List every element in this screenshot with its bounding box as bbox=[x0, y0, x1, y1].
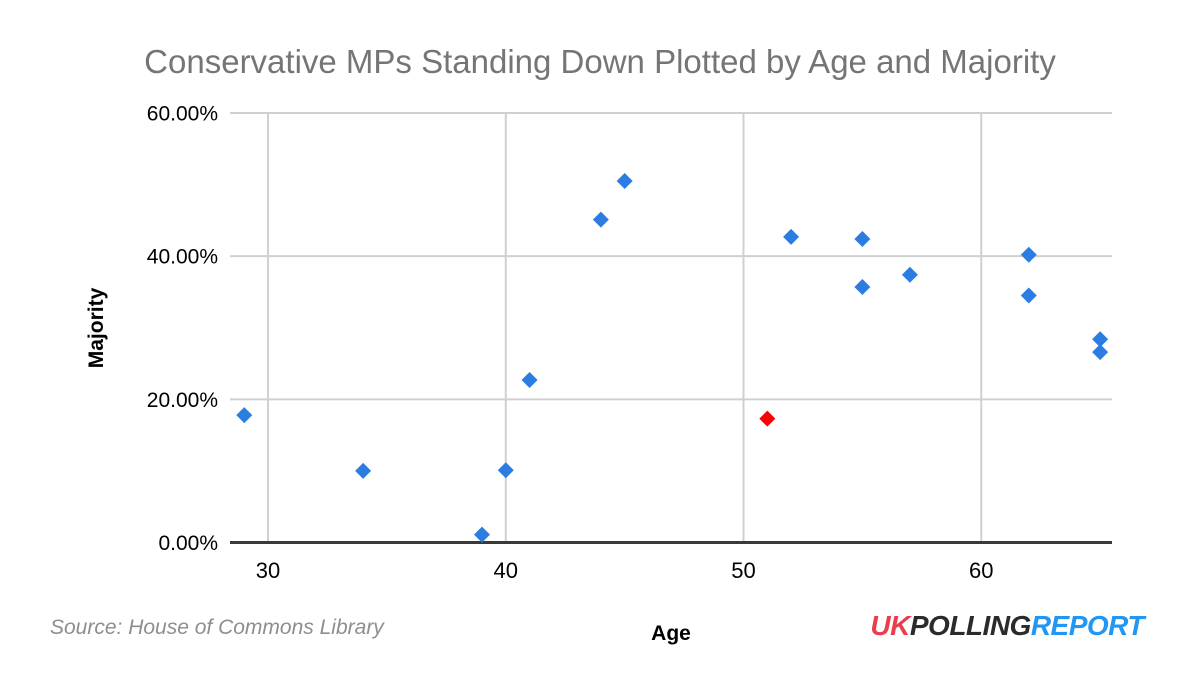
logo-uk-text: UK bbox=[870, 610, 910, 641]
data-point-mps-standing-down-blue bbox=[355, 462, 372, 479]
source-note: Source: House of Commons Library bbox=[50, 616, 384, 639]
data-point-mps-standing-down-blue bbox=[236, 407, 253, 424]
data-point-highlighted-mp-red bbox=[759, 410, 776, 427]
x-tick-label: 30 bbox=[256, 558, 280, 583]
data-point-mps-standing-down-blue bbox=[1020, 287, 1037, 304]
ukpollingreport-logo: UKPOLLINGREPORT bbox=[870, 610, 1144, 642]
y-axis-title: Majority bbox=[85, 287, 108, 368]
data-point-mps-standing-down-blue bbox=[497, 462, 514, 479]
data-point-mps-standing-down-blue bbox=[1092, 344, 1109, 361]
logo-polling-text: POLLING bbox=[909, 610, 1031, 641]
y-tick-label: 60.00% bbox=[147, 103, 218, 126]
data-point-mps-standing-down-blue bbox=[1020, 246, 1037, 263]
data-point-mps-standing-down-blue bbox=[901, 266, 918, 283]
data-point-mps-standing-down-blue bbox=[474, 526, 490, 543]
x-axis-title: Age bbox=[651, 622, 691, 645]
data-point-mps-standing-down-blue bbox=[783, 228, 800, 245]
y-tick-label: 20.00% bbox=[147, 389, 218, 412]
data-point-mps-standing-down-blue bbox=[592, 211, 609, 228]
x-tick-label: 60 bbox=[969, 558, 993, 583]
x-tick-label: 40 bbox=[494, 558, 518, 583]
y-tick-label: 0.00% bbox=[158, 532, 218, 555]
data-point-mps-standing-down-blue bbox=[854, 278, 871, 295]
data-point-mps-standing-down-blue bbox=[521, 372, 538, 389]
logo-report-text: REPORT bbox=[1030, 610, 1145, 641]
data-point-mps-standing-down-blue bbox=[1092, 331, 1109, 348]
chart-title: Conservative MPs Standing Down Plotted b… bbox=[144, 43, 1056, 80]
data-point-mps-standing-down-blue bbox=[854, 230, 871, 247]
data-point-mps-standing-down-blue bbox=[616, 173, 633, 190]
y-tick-label: 40.00% bbox=[147, 246, 218, 269]
x-tick-label: 50 bbox=[731, 558, 755, 583]
